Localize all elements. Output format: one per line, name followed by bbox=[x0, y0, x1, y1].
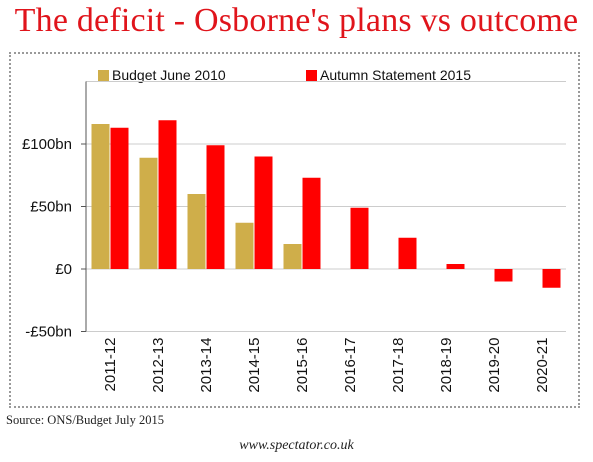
bar-autumn-2013-14 bbox=[206, 145, 225, 269]
chart-frame bbox=[9, 52, 580, 408]
legend-swatch-budget bbox=[98, 70, 109, 81]
x-axis-ticks: 2011-12 2012-13 2013-14 2014-15 2015-16 2016-… bbox=[102, 338, 551, 393]
legend-swatch-autumn bbox=[306, 70, 317, 81]
x-tick-label: 2012-13 bbox=[150, 338, 167, 393]
gridlines bbox=[86, 81, 566, 332]
bars bbox=[91, 120, 561, 288]
y-axis-ticks: -£50bn £0 £50bn £100bn bbox=[22, 136, 86, 341]
bar-budget-2011-12 bbox=[91, 124, 110, 269]
x-tick-label: 2013-14 bbox=[198, 338, 215, 393]
bar-budget-2012-13 bbox=[139, 157, 158, 269]
y-tick-label: £50bn bbox=[30, 199, 72, 216]
bar-budget-2013-14 bbox=[187, 194, 206, 269]
bar-autumn-2020-21 bbox=[542, 269, 561, 288]
x-tick-label: 2019-20 bbox=[486, 338, 503, 393]
footer-url: www.spectator.co.uk bbox=[239, 438, 354, 453]
bar-autumn-2014-15 bbox=[254, 156, 273, 269]
bar-autumn-2011-12 bbox=[110, 127, 129, 269]
source-note: Source: ONS/Budget July 2015 bbox=[6, 413, 164, 427]
bar-budget-2014-15 bbox=[235, 222, 254, 269]
bar-autumn-2017-18 bbox=[398, 237, 417, 269]
x-tick-label: 2014-15 bbox=[246, 338, 263, 393]
bar-autumn-2016-17 bbox=[350, 207, 369, 269]
bar-autumn-2012-13 bbox=[158, 120, 177, 269]
x-tick-label: 2020-21 bbox=[534, 338, 551, 393]
x-tick-label: 2015-16 bbox=[294, 338, 311, 393]
x-tick-label: 2017-18 bbox=[390, 338, 407, 393]
x-tick-label: 2011-12 bbox=[102, 338, 119, 392]
x-tick-label: 2018-19 bbox=[438, 338, 455, 393]
bar-autumn-2018-19 bbox=[446, 264, 465, 269]
y-tick-label: £100bn bbox=[22, 136, 72, 153]
legend: Budget June 2010 Autumn Statement 2015 bbox=[98, 67, 471, 83]
legend-label-budget: Budget June 2010 bbox=[112, 67, 226, 83]
x-tick-label: 2016-17 bbox=[342, 338, 359, 393]
bar-autumn-2015-16 bbox=[302, 177, 321, 269]
y-tick-label: -£50bn bbox=[25, 324, 72, 341]
bar-autumn-2019-20 bbox=[494, 269, 513, 282]
bar-budget-2015-16 bbox=[283, 244, 302, 269]
legend-label-autumn: Autumn Statement 2015 bbox=[320, 67, 471, 83]
page-title: The deficit - Osborne's plans vs outcome bbox=[14, 2, 579, 39]
y-tick-label: £0 bbox=[55, 261, 72, 278]
